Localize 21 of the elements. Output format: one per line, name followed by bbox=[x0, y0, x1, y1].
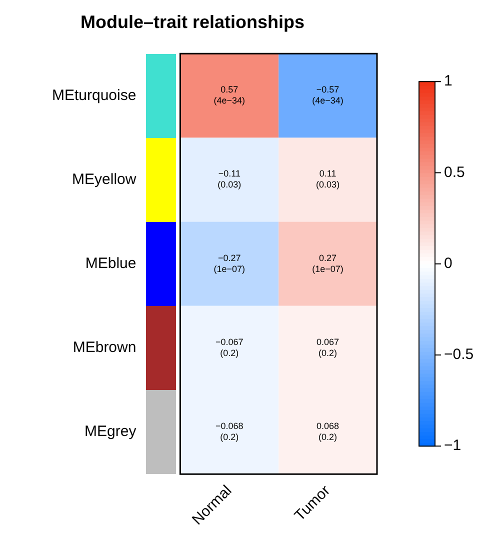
color-bar-label: 0.5 bbox=[444, 164, 465, 181]
y-tick-label: MEgrey bbox=[84, 423, 137, 440]
chart-title: Module–trait relationships bbox=[80, 12, 305, 32]
data-label: −0.067 (0.2) bbox=[216, 336, 244, 358]
color-bar-label: 0 bbox=[444, 254, 452, 272]
data-label: 0.11 (0.03) bbox=[316, 168, 340, 190]
y-tick-label: MEyellow bbox=[72, 170, 136, 188]
y-tick-label: MEblue bbox=[85, 254, 136, 272]
color-bar-label: 1 bbox=[444, 72, 452, 90]
data-label: 0.27 (1e−07) bbox=[312, 252, 344, 274]
color-bar-label: −0.5 bbox=[444, 346, 474, 364]
data-label: 0.57 (4e−34) bbox=[214, 84, 246, 106]
data-label: −0.57 (4e−34) bbox=[312, 84, 344, 106]
data-label: −0.11 (0.03) bbox=[218, 168, 242, 190]
y-tick-label: MEturquoise bbox=[52, 86, 136, 104]
data-label: −0.27 (1e−07) bbox=[214, 252, 246, 274]
y-tick-label: MEbrown bbox=[72, 339, 136, 356]
color-bar-label: −1 bbox=[444, 437, 462, 454]
data-label: 0.068 (0.2) bbox=[316, 421, 340, 442]
data-label: 0.067 (0.2) bbox=[316, 336, 340, 358]
data-label: −0.068 (0.2) bbox=[216, 421, 244, 442]
